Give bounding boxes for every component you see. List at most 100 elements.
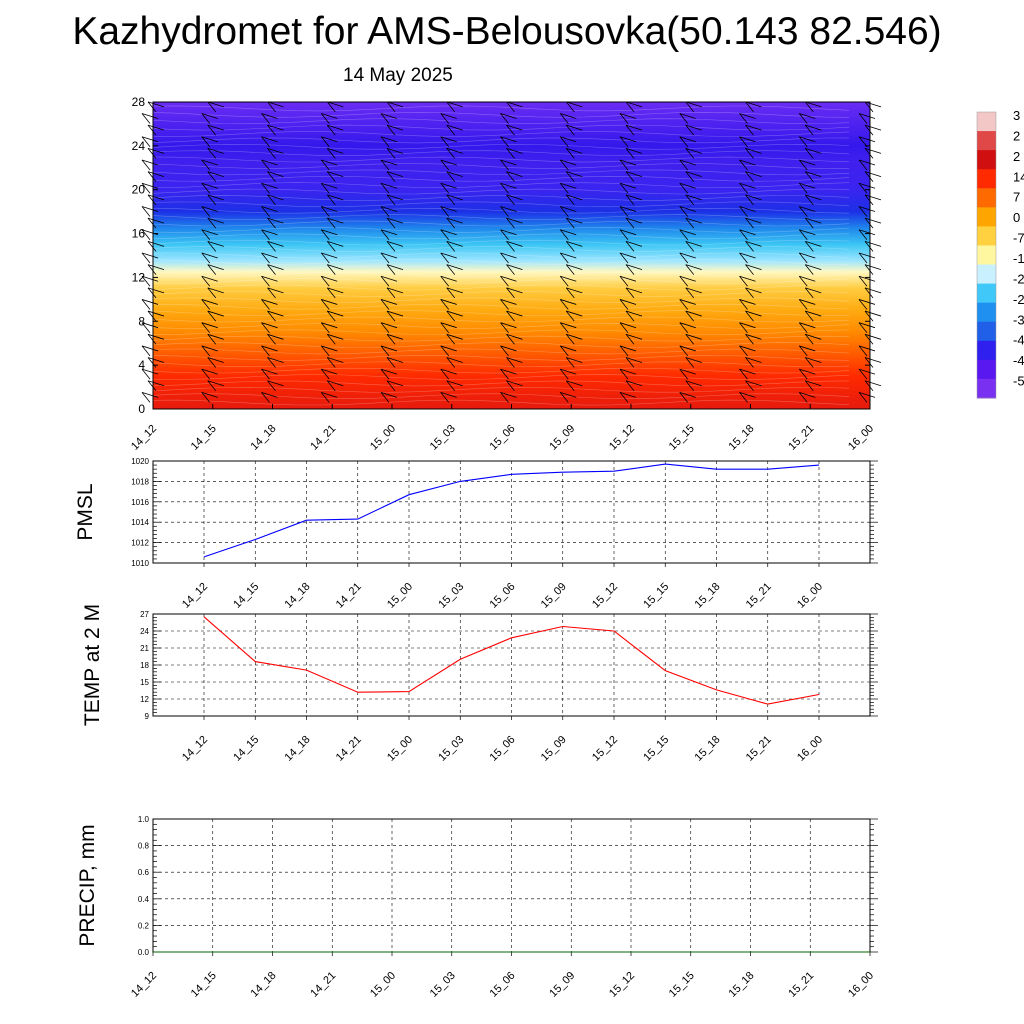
y-tick-label: 16 [132,227,146,241]
wind-barb-shaft [446,310,456,322]
wind-barb-shaft [804,101,814,113]
wind-barb-flag [141,275,159,282]
wind-barb-flag [745,217,762,224]
wind-barb-flag [566,380,583,387]
wind-barb-flag [506,333,523,340]
wind-barb-shaft [559,136,569,147]
wind-barb-flag [267,147,284,154]
wind-barb-shaft [625,171,635,182]
wind-barb-shaft [446,287,456,299]
x-tick-label: 15_03 [436,734,466,764]
contour-line [152,265,850,272]
wind-barb-flag [327,124,344,131]
wind-barb-shaft [798,299,808,310]
wind-barb-shaft [864,287,874,299]
wind-barb-flag [380,345,398,352]
wind-barb-flag [745,147,762,154]
wind-barb-flag [566,240,583,247]
chart-subtitle: 14 May 2025 [343,65,453,86]
wind-barb-flag [207,380,224,387]
wind-barb-flag [201,159,218,166]
wind-barb-flag [267,264,284,270]
wind-barb-flag [440,322,457,329]
wind-barb-shaft [320,159,330,171]
wind-barb-flag [147,264,165,270]
wind-barb-flag [864,147,882,154]
wind-barb-flag [858,322,876,329]
x-tick-label: 14_15 [231,734,261,764]
wind-barb-flag [267,333,284,340]
wind-barb-shaft [261,159,270,171]
wind-barb-shaft [506,310,515,322]
wind-barb-shaft [745,264,754,275]
contour-line [152,124,850,131]
wind-barb-shaft [745,310,754,322]
wind-barb-shaft [207,148,217,159]
x-tick-label: 14_21 [308,423,338,453]
wind-barb-flag [619,322,637,329]
wind-barb-shaft [320,275,330,287]
wind-barb-shaft [147,334,157,345]
x-tick-label: 15_18 [693,581,723,611]
contour-line [152,329,850,336]
wind-barb-shaft [267,380,276,392]
colorbar-segment [977,302,996,323]
wind-barb-shaft [207,357,217,368]
colorbar-segment [977,264,996,285]
x-tick-label: 14_18 [249,423,279,453]
wind-barb-flag [327,287,344,294]
wind-barb-flag [380,322,398,329]
wind-barb-flag [261,345,278,352]
colorbar-segment [977,188,996,208]
wind-barb-shaft [446,124,456,136]
wind-barb-shaft [559,182,569,194]
wind-barb-shaft [685,380,695,392]
wind-barb-shaft [141,275,151,287]
wind-barb-flag [799,113,816,119]
y-tick-label: 0 [138,402,145,416]
wind-barb-flag [619,252,637,259]
wind-barb-flag [745,310,762,317]
wind-barb-flag [864,171,882,177]
contour-line [152,246,850,252]
wind-barb-shaft [679,322,689,333]
wind-barb-shaft [745,194,754,206]
wind-barb-flag [207,240,224,247]
wind-barb-shaft [858,345,868,357]
wind-barb-shaft [201,113,211,124]
wind-barb-flag [858,345,876,352]
wind-barb-flag [440,113,457,119]
wind-barb-flag [619,275,637,282]
wind-barb-flag [745,194,762,201]
contour-line [152,156,850,163]
wind-barb-shaft [380,182,390,194]
colorbar-label: 7 [1013,190,1020,205]
wind-barb-flag [858,392,876,398]
wind-barb-flag [685,264,702,270]
y-tick-label: 9 [145,712,150,721]
wind-barb-flag [625,310,643,317]
wind-barb-shaft [207,310,217,322]
wind-barb-shaft [500,229,509,240]
wind-barb-flag [267,217,284,224]
x-tick-label: 14_21 [334,734,364,764]
x-tick-label: 15_06 [488,970,518,1000]
wind-barb-shaft [679,392,689,403]
y-tick-label: 12 [140,695,149,704]
contour-line [152,188,850,195]
wind-barb-flag [446,147,463,154]
wind-barb-flag [864,287,882,294]
wind-barb-shaft [864,194,874,206]
wind-barb-shaft [745,171,754,182]
wind-barb-shaft [386,194,396,206]
wind-barb-shaft [446,148,456,159]
x-tick-label: 15_12 [590,734,620,764]
wind-barb-flag [500,113,517,119]
wind-barb-shaft [267,357,276,368]
wind-barb-shaft [565,334,575,345]
wind-barb-shaft [559,252,569,264]
wind-barb-flag [440,252,457,259]
wind-barb-flag [739,252,756,259]
wind-barb-shaft [506,171,515,182]
wind-barb-flag [261,182,278,189]
